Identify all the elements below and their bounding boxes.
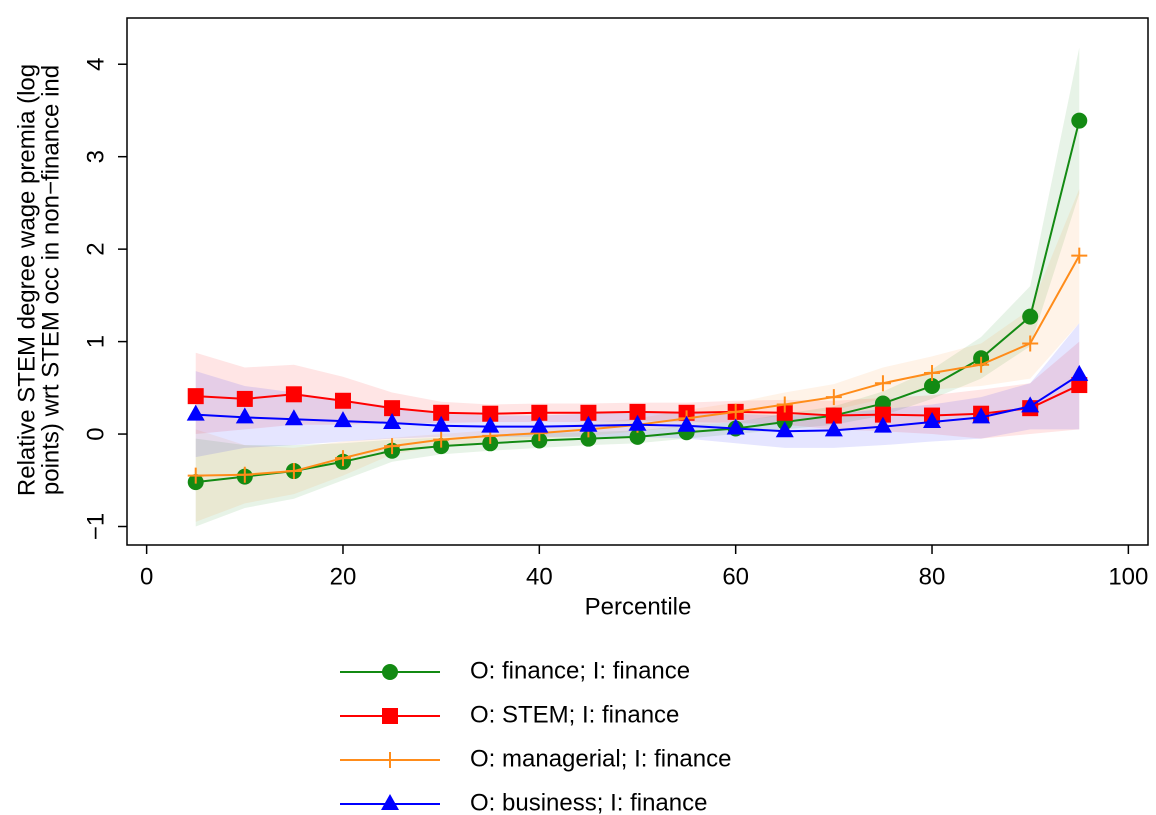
marker: [333, 411, 352, 428]
marker: [825, 407, 842, 424]
marker: [775, 421, 794, 438]
x-axis-title: Percentile: [585, 593, 692, 620]
marker: [628, 414, 647, 431]
marker: [972, 407, 991, 424]
marker: [1071, 377, 1088, 394]
x-tick-label: 20: [330, 563, 357, 590]
x-tick-label: 60: [722, 563, 749, 590]
y-tick-label: 1: [82, 335, 109, 348]
marker: [433, 431, 450, 448]
marker: [1021, 396, 1040, 413]
y-tick-label: −1: [82, 513, 109, 540]
marker: [629, 403, 646, 420]
marker: [726, 418, 745, 435]
marker: [284, 409, 303, 426]
marker: [285, 386, 302, 403]
legend-label: O: managerial; I: finance: [470, 745, 731, 772]
marker: [579, 415, 598, 432]
marker: [235, 407, 254, 424]
legend-marker: [381, 794, 399, 810]
marker: [776, 396, 793, 413]
marker: [1070, 364, 1089, 381]
marker: [482, 405, 499, 422]
x-tick-label: 100: [1108, 563, 1148, 590]
plot-frame: [126, 17, 1149, 546]
marker: [825, 389, 842, 406]
marker: [186, 404, 205, 421]
marker: [924, 377, 941, 394]
marker: [531, 404, 548, 421]
marker: [580, 430, 597, 447]
marker: [727, 403, 744, 420]
marker: [384, 438, 401, 455]
marker: [973, 356, 990, 373]
x-tick-label: 80: [919, 563, 946, 590]
marker: [1071, 112, 1088, 129]
y-tick-label: 3: [82, 150, 109, 163]
marker: [629, 428, 646, 445]
marker: [1071, 247, 1088, 264]
marker: [924, 365, 941, 382]
x-tick-label: 40: [526, 563, 553, 590]
confidence-band: [195, 47, 1080, 527]
marker: [873, 416, 892, 433]
marker: [874, 375, 891, 392]
marker: [874, 406, 891, 423]
marker: [824, 420, 843, 437]
marker: [384, 400, 401, 417]
marker: [776, 404, 793, 421]
legend-label: O: business; I: finance: [470, 789, 707, 815]
marker: [334, 392, 351, 409]
x-tick-label: 0: [140, 563, 153, 590]
legend-label: O: STEM; I: finance: [470, 701, 679, 728]
marker: [1022, 335, 1039, 352]
marker: [187, 388, 204, 405]
marker: [923, 412, 942, 429]
y-tick-label: 2: [82, 242, 109, 255]
marker: [383, 412, 402, 429]
y-axis-title: points) wrt STEM occ in non−finance ind: [37, 65, 64, 495]
marker: [433, 404, 450, 421]
marker: [677, 415, 696, 432]
y-axis-title: Relative STEM degree wage premia (log: [13, 64, 40, 496]
marker: [187, 467, 204, 484]
y-tick-label: 4: [82, 58, 109, 71]
marker: [236, 466, 253, 483]
legend-marker: [382, 708, 398, 724]
y-tick-label: 0: [82, 427, 109, 440]
legend: O: finance; I: finance O: STEM; I: financ…: [340, 657, 731, 815]
marker: [1022, 308, 1039, 325]
marker: [530, 416, 549, 433]
marker: [236, 390, 253, 407]
legend-marker: [382, 664, 398, 680]
marker: [432, 415, 451, 432]
marker: [334, 450, 351, 467]
legend-label: O: finance; I: finance: [470, 657, 690, 684]
legend-marker: [382, 752, 398, 768]
marker: [580, 404, 597, 421]
marker: [285, 463, 302, 480]
confidence-band: [195, 189, 1080, 522]
marker: [481, 416, 500, 433]
